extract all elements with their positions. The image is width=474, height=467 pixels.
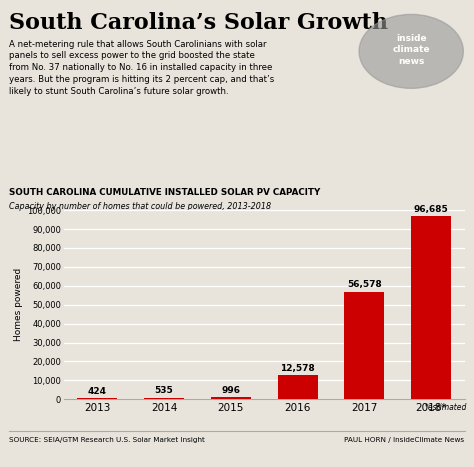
Text: 96,685: 96,685 xyxy=(414,205,448,213)
Text: Capacity by number of homes that could be powered, 2013-2018: Capacity by number of homes that could b… xyxy=(9,202,272,211)
Bar xyxy=(278,375,318,399)
Text: 996: 996 xyxy=(221,386,240,395)
Text: 424: 424 xyxy=(88,387,107,396)
Text: 56,578: 56,578 xyxy=(347,281,382,290)
Bar xyxy=(211,397,251,399)
Circle shape xyxy=(359,14,463,88)
Bar xyxy=(144,398,184,399)
Text: 535: 535 xyxy=(155,386,173,396)
Text: SOURCE: SEIA/GTM Research U.S. Solar Market Insight: SOURCE: SEIA/GTM Research U.S. Solar Mar… xyxy=(9,437,205,443)
Text: PAUL HORN / InsideClimate News: PAUL HORN / InsideClimate News xyxy=(345,437,465,443)
Bar xyxy=(344,292,384,399)
Text: *estimated: *estimated xyxy=(425,403,467,411)
Y-axis label: Homes powered: Homes powered xyxy=(14,268,23,341)
Text: A net-metering rule that allows South Carolinians with solar
panels to sell exce: A net-metering rule that allows South Ca… xyxy=(9,40,275,96)
Text: inside
climate
news: inside climate news xyxy=(392,34,430,66)
Bar xyxy=(411,216,451,399)
Text: 12,578: 12,578 xyxy=(280,364,315,373)
Text: South Carolina’s Solar Growth: South Carolina’s Solar Growth xyxy=(9,12,389,34)
Text: SOUTH CAROLINA CUMULATIVE INSTALLED SOLAR PV CAPACITY: SOUTH CAROLINA CUMULATIVE INSTALLED SOLA… xyxy=(9,188,321,197)
Bar xyxy=(77,398,118,399)
